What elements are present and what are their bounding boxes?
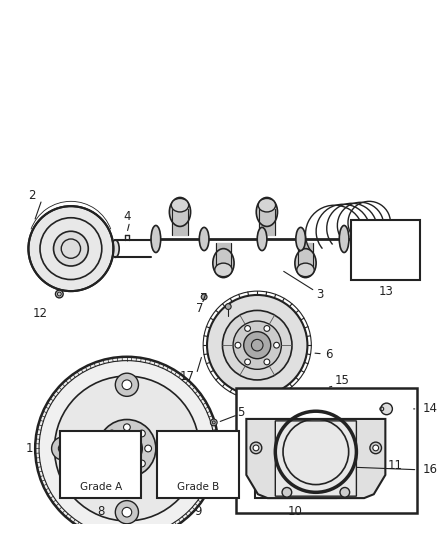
Ellipse shape	[213, 248, 234, 278]
Ellipse shape	[134, 393, 159, 409]
Circle shape	[115, 500, 138, 524]
Circle shape	[35, 357, 219, 533]
Circle shape	[28, 206, 113, 291]
Ellipse shape	[297, 263, 314, 277]
Text: 7: 7	[200, 292, 208, 305]
Bar	[351, 220, 420, 279]
Ellipse shape	[256, 197, 278, 227]
Circle shape	[145, 445, 152, 452]
Ellipse shape	[171, 198, 189, 212]
Circle shape	[58, 443, 68, 453]
Circle shape	[223, 310, 292, 380]
Polygon shape	[246, 419, 385, 498]
Ellipse shape	[339, 225, 349, 253]
Circle shape	[138, 430, 145, 437]
Circle shape	[226, 304, 231, 310]
Circle shape	[179, 437, 202, 460]
Circle shape	[370, 442, 381, 454]
Ellipse shape	[215, 263, 232, 277]
Circle shape	[115, 373, 138, 397]
Ellipse shape	[257, 228, 267, 251]
Circle shape	[98, 419, 156, 478]
Ellipse shape	[296, 228, 305, 251]
Text: 10: 10	[288, 505, 303, 519]
Circle shape	[124, 424, 130, 431]
Circle shape	[245, 326, 251, 332]
Text: 14: 14	[422, 402, 437, 415]
Text: 17: 17	[180, 369, 194, 383]
Circle shape	[264, 326, 270, 332]
Circle shape	[109, 460, 115, 467]
Circle shape	[52, 437, 75, 460]
Ellipse shape	[170, 197, 191, 227]
Text: 6: 6	[325, 349, 332, 361]
Circle shape	[186, 443, 195, 453]
Circle shape	[210, 419, 217, 426]
Text: 4: 4	[123, 211, 131, 223]
Text: 2: 2	[28, 189, 36, 202]
Circle shape	[207, 295, 307, 395]
Bar	[158, 431, 239, 498]
Circle shape	[122, 380, 132, 390]
Ellipse shape	[166, 456, 182, 480]
Circle shape	[54, 376, 199, 521]
Text: Grade C: Grade C	[274, 482, 317, 492]
Circle shape	[111, 433, 142, 464]
Text: Grade B: Grade B	[177, 482, 219, 492]
Text: 9: 9	[194, 505, 202, 519]
Circle shape	[264, 359, 270, 365]
Circle shape	[138, 460, 145, 467]
Ellipse shape	[151, 225, 161, 253]
Circle shape	[250, 442, 262, 454]
Text: 8: 8	[97, 505, 104, 519]
Circle shape	[233, 321, 281, 369]
Ellipse shape	[295, 248, 316, 278]
Text: 13: 13	[378, 285, 393, 297]
Text: 3: 3	[316, 287, 324, 301]
Text: 16: 16	[422, 463, 437, 476]
Bar	[255, 431, 336, 498]
Text: 11: 11	[388, 459, 403, 472]
Ellipse shape	[72, 417, 88, 441]
Bar	[236, 387, 417, 513]
Circle shape	[381, 403, 392, 415]
Ellipse shape	[199, 228, 209, 251]
Circle shape	[122, 507, 132, 517]
Text: 7: 7	[195, 302, 203, 315]
Ellipse shape	[134, 488, 159, 504]
Circle shape	[102, 445, 109, 452]
Text: Grade A: Grade A	[80, 482, 122, 492]
Ellipse shape	[95, 393, 119, 409]
Text: 5: 5	[237, 406, 244, 419]
Circle shape	[124, 466, 130, 473]
Text: 12: 12	[32, 307, 47, 320]
FancyBboxPatch shape	[276, 421, 357, 496]
Ellipse shape	[166, 417, 182, 441]
Ellipse shape	[72, 456, 88, 480]
Bar	[60, 431, 141, 498]
Circle shape	[253, 445, 259, 451]
Ellipse shape	[111, 240, 119, 257]
Ellipse shape	[95, 488, 119, 504]
Circle shape	[53, 231, 88, 266]
Circle shape	[244, 332, 271, 359]
Circle shape	[245, 359, 251, 365]
Ellipse shape	[258, 198, 276, 212]
Circle shape	[282, 488, 292, 497]
Circle shape	[201, 294, 207, 300]
Circle shape	[274, 342, 279, 348]
Circle shape	[235, 342, 241, 348]
Text: 15: 15	[335, 374, 350, 387]
Circle shape	[340, 488, 350, 497]
Text: 1: 1	[25, 442, 33, 455]
Circle shape	[56, 290, 63, 298]
Circle shape	[373, 445, 378, 451]
Circle shape	[109, 430, 115, 437]
